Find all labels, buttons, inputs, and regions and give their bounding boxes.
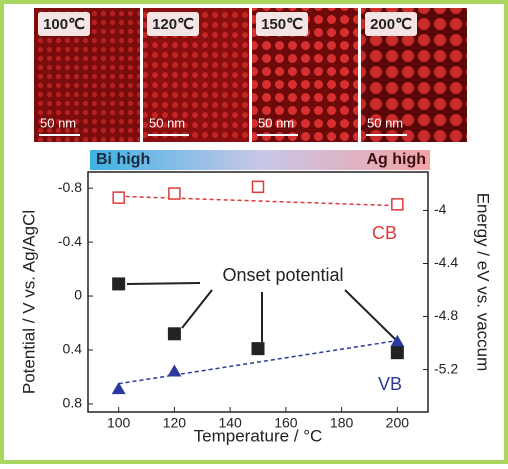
y-tick-label: 0 xyxy=(74,287,82,303)
point xyxy=(392,199,403,210)
point xyxy=(391,346,404,359)
page: Bi high Ag high 100℃ 50 nm 120℃ 50 nm 150℃ 50… xyxy=(0,0,508,469)
x-axis-label: Temperature / °C xyxy=(194,426,323,445)
scale-label: 50 nm xyxy=(258,115,294,130)
y-axis-label: Potential / V vs. Ag/AgCl xyxy=(19,210,38,394)
scale-label: 50 nm xyxy=(40,115,76,130)
annotation: Onset potential xyxy=(222,265,343,285)
y-tick-label: -0.8 xyxy=(58,179,82,195)
point xyxy=(169,188,180,199)
x-tick-label: 200 xyxy=(386,415,410,431)
scale-label: 50 nm xyxy=(149,115,185,130)
gradient-right: Ag high xyxy=(366,151,426,168)
point xyxy=(168,327,181,340)
y2-tick-label: -4.8 xyxy=(434,307,458,323)
y2-tick-label: -5.2 xyxy=(434,360,458,376)
series-label: CB xyxy=(372,223,397,243)
x-tick-label: 180 xyxy=(330,415,354,431)
point xyxy=(253,181,264,192)
image-label: 150℃ xyxy=(261,16,303,33)
image-label: 120℃ xyxy=(152,16,194,33)
y2-axis-label: Energy / eV vs. vaccum xyxy=(474,193,493,372)
y-tick-label: 0.4 xyxy=(63,341,83,357)
y2-tick-label: -4 xyxy=(434,201,447,217)
image-label: 100℃ xyxy=(43,16,85,33)
y-tick-label: -0.4 xyxy=(58,233,82,249)
y-tick-label: 0.8 xyxy=(63,395,83,411)
point xyxy=(252,342,265,355)
series-label: VB xyxy=(378,374,402,394)
callout xyxy=(127,283,200,284)
x-tick-label: 120 xyxy=(163,415,187,431)
scale-label: 50 nm xyxy=(367,115,403,130)
gradient-left: Bi high xyxy=(96,151,150,168)
y2-tick-label: -4.4 xyxy=(434,254,458,270)
point xyxy=(112,277,125,290)
point xyxy=(113,192,124,203)
image-label: 200℃ xyxy=(370,16,412,33)
figure: Bi high Ag high 100℃ 50 nm 120℃ 50 nm 150℃ 50… xyxy=(0,0,508,464)
x-tick-label: 100 xyxy=(107,415,131,431)
